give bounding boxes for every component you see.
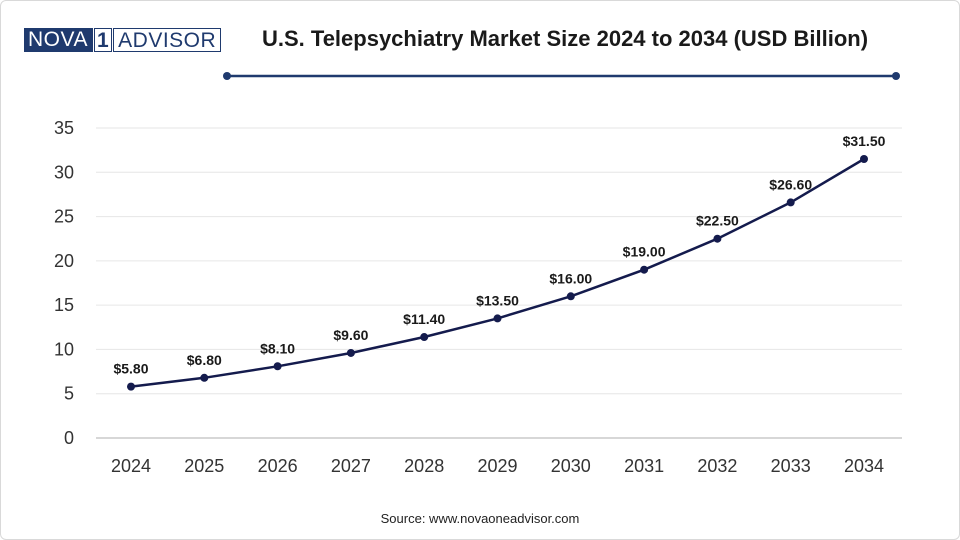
data-label: $19.00 [623,244,666,260]
x-tick-label: 2027 [331,456,371,476]
data-label: $8.10 [260,340,295,356]
data-label: $31.50 [843,133,886,149]
logo-text-advisor: ADVISOR [113,28,222,52]
series-line [130,157,865,388]
data-point [346,348,355,357]
data-label: $22.50 [696,213,739,229]
data-label: $16.00 [549,270,592,286]
y-tick-label: 25 [54,207,74,227]
data-point [420,333,429,342]
chart-title: U.S. Telepsychiatry Market Size 2024 to … [261,26,869,51]
x-tick-label: 2030 [551,456,591,476]
y-tick-label: 10 [54,339,74,359]
data-point [713,234,722,243]
logo-text-nova: NOVA [24,28,93,52]
title-underline-dot-right [892,72,900,80]
y-tick-label: 20 [54,251,74,271]
data-label: $13.50 [476,292,519,308]
data-point [493,314,502,323]
x-tick-label: 2024 [111,456,151,476]
data-label: $6.80 [187,352,222,368]
data-label: $26.60 [769,176,812,192]
data-point [860,155,868,163]
data-point [127,382,135,391]
data-label: $9.60 [333,327,368,343]
x-tick-label: 2029 [477,456,517,476]
x-tick-label: 2026 [258,456,298,476]
x-tick-label: 2033 [771,456,811,476]
data-label: $5.80 [113,361,148,377]
data-point [200,373,209,382]
y-tick-label: 30 [54,162,74,182]
x-tick-label: 2031 [624,456,664,476]
data-point [786,198,795,207]
logo-mark: 1 [93,28,113,52]
y-tick-label: 5 [64,384,74,404]
y-tick-label: 15 [54,295,74,315]
novaoneadvisor-logo: NOVA 1 ADVISOR [24,28,222,52]
y-tick-label: 0 [64,428,74,448]
x-tick-label: 2028 [404,456,444,476]
y-tick-label: 35 [54,118,74,138]
data-point [566,292,575,301]
title-underline-dot-left [223,72,231,80]
x-tick-label: 2034 [844,456,884,476]
x-tick-label: 2025 [184,456,224,476]
data-point [273,362,282,371]
x-tick-label: 2032 [697,456,737,476]
source-note: Source: www.novaoneadvisor.com [380,511,580,526]
data-label: $11.40 [403,311,445,327]
data-point [640,265,649,274]
